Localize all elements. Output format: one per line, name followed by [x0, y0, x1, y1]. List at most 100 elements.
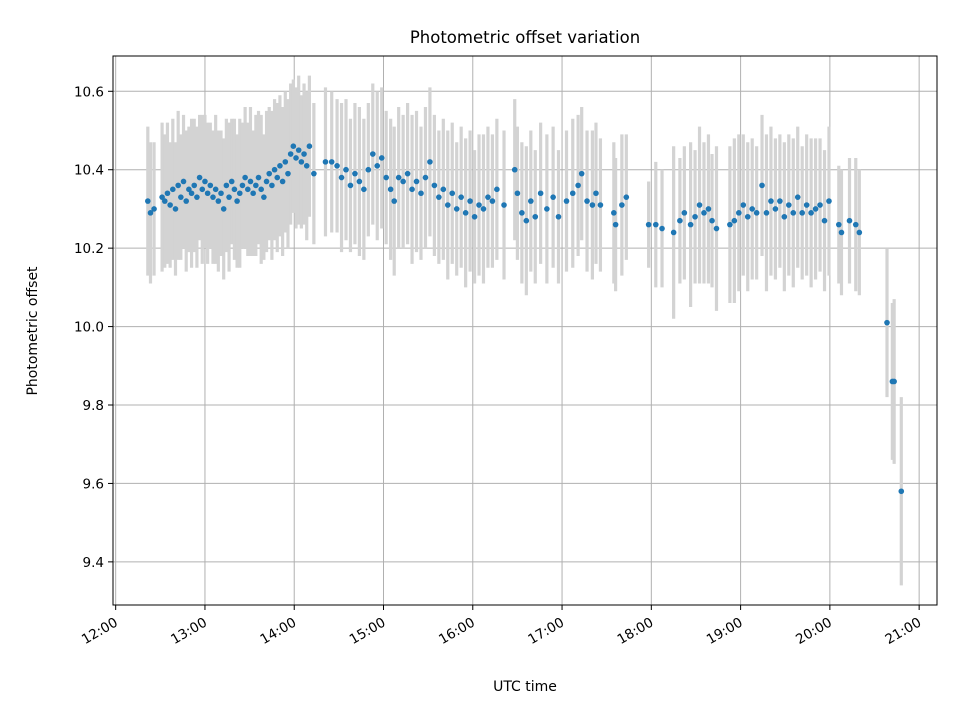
data-point	[178, 194, 184, 200]
data-point	[226, 194, 232, 200]
data-point	[740, 202, 747, 208]
data-point	[383, 174, 389, 181]
data-point	[768, 198, 774, 204]
data-point	[356, 178, 363, 185]
data-point	[183, 198, 190, 204]
x-tick-label: 16:00	[436, 615, 478, 648]
data-point	[263, 178, 270, 185]
data-point	[485, 194, 491, 200]
grid-lines	[113, 56, 937, 605]
y-tick-label: 9.4	[83, 555, 104, 571]
y-tick-label: 10.4	[74, 163, 104, 179]
data-point	[258, 186, 264, 193]
data-point	[891, 378, 897, 385]
data-point	[151, 206, 157, 212]
data-point	[544, 206, 550, 212]
data-point	[444, 202, 451, 208]
data-point	[763, 210, 770, 216]
data-point	[223, 182, 230, 189]
data-point	[713, 225, 720, 232]
data-point	[821, 217, 828, 224]
data-point	[220, 206, 227, 212]
data-point	[550, 194, 556, 200]
data-point	[696, 202, 703, 208]
data-point	[194, 194, 200, 200]
data-point	[619, 202, 625, 208]
data-point	[188, 190, 195, 197]
data-point	[731, 217, 738, 224]
data-point	[436, 194, 442, 200]
data-point	[242, 174, 248, 181]
data-point	[532, 213, 539, 220]
data-point	[277, 163, 283, 169]
x-tick-label: 15:00	[347, 615, 389, 648]
data-point	[378, 155, 385, 161]
data-point	[838, 229, 845, 236]
x-tick-label: 14:00	[258, 615, 300, 648]
data-point	[611, 210, 617, 216]
data-point	[777, 198, 783, 204]
data-point	[476, 202, 482, 208]
data-point	[218, 190, 224, 197]
data-point	[709, 217, 715, 224]
data-point	[453, 206, 460, 212]
data-point	[563, 198, 570, 204]
data-point	[175, 182, 181, 189]
data-point	[231, 186, 238, 193]
y-tick-label: 10.6	[74, 84, 104, 100]
plot-frame	[112, 55, 938, 606]
data-point	[575, 182, 581, 189]
x-axis-label: UTC time	[493, 679, 557, 695]
data-point	[338, 174, 345, 181]
data-point	[511, 166, 518, 173]
data-point	[361, 186, 367, 193]
data-point	[228, 178, 235, 185]
data-point	[584, 198, 590, 204]
data-point	[236, 190, 243, 197]
data-point	[781, 213, 788, 220]
data-point	[808, 210, 814, 216]
data-point	[180, 178, 187, 185]
data-point	[772, 206, 779, 212]
data-point	[794, 194, 801, 200]
data-point	[528, 198, 534, 204]
data-point	[391, 198, 398, 204]
data-point	[145, 198, 151, 204]
data-point	[753, 210, 760, 216]
x-tick-label: 18:00	[615, 615, 657, 648]
y-axis: 9.4 9.6 9.8 10.0 10.2 10.4 10.6	[74, 84, 113, 571]
data-point	[215, 198, 222, 204]
data-point	[692, 213, 698, 220]
y-tick-label: 10.0	[74, 320, 104, 336]
data-point	[164, 190, 171, 197]
data-point	[569, 190, 576, 197]
data-point	[681, 210, 688, 216]
y-axis-label: Photometric offset	[25, 266, 41, 396]
data-point	[147, 210, 154, 216]
data-point	[250, 190, 256, 197]
data-point	[334, 163, 340, 169]
data-point	[471, 213, 478, 220]
data-point	[159, 194, 165, 200]
data-point	[266, 170, 273, 177]
data-point	[418, 190, 424, 197]
data-point	[303, 163, 310, 169]
data-point	[369, 151, 376, 157]
data-point	[652, 221, 659, 228]
data-points	[145, 143, 905, 495]
data-point	[282, 159, 289, 165]
data-point	[322, 159, 329, 165]
data-point	[812, 206, 819, 212]
data-point	[343, 166, 349, 173]
data-point	[204, 190, 211, 197]
data-point	[898, 488, 905, 495]
data-point	[374, 163, 381, 169]
data-point	[519, 210, 525, 216]
data-point	[306, 143, 313, 149]
data-point	[269, 182, 275, 189]
x-tick-label: 17:00	[525, 615, 567, 648]
data-point	[449, 190, 456, 197]
data-point	[884, 319, 890, 326]
data-point	[537, 190, 544, 197]
data-point	[347, 182, 354, 189]
